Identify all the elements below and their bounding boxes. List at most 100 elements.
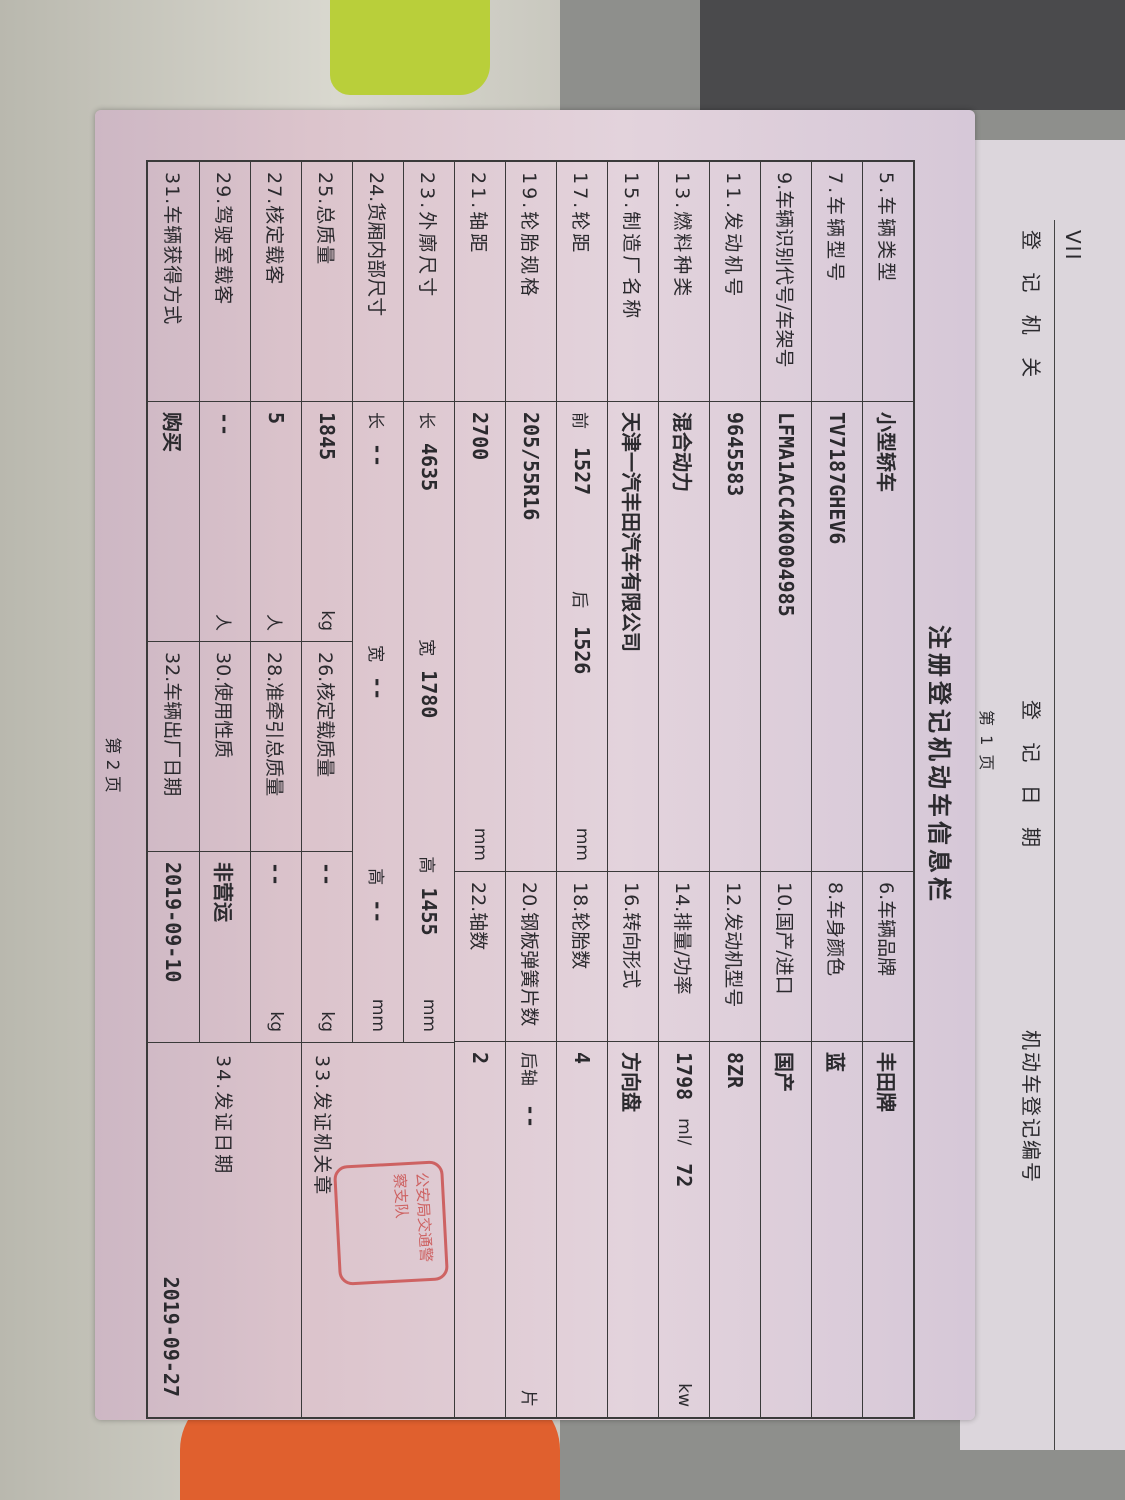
field-label: 26.核定载质量 — [302, 642, 352, 852]
height-label: 高 — [365, 868, 386, 886]
field-label: 9.车辆识别代号/车架号 — [761, 162, 811, 402]
v2: 4 — [570, 1052, 594, 1065]
unit: kg — [317, 1011, 337, 1032]
length-value: 4635 — [417, 443, 441, 492]
height-value: -- — [366, 899, 390, 924]
unit: 片 — [518, 1390, 539, 1407]
v2: 1798 — [672, 1052, 696, 1101]
field-label: 32.车辆出厂日期 — [148, 642, 199, 852]
field-label: 12.发动机型号 — [710, 872, 760, 1042]
v1: TV7187GHEV6 — [825, 412, 849, 545]
unit: 人 — [263, 614, 284, 631]
unit: kg — [317, 610, 337, 631]
field-label: 19.轮胎规格 — [506, 162, 556, 402]
field-label: 25.总质量 — [302, 162, 352, 402]
v2: 2 — [468, 1052, 492, 1065]
length-label: 长 — [365, 412, 386, 429]
table-row: 13.燃料种类 混合动力 14.排量/功率 1798 ml/72 kw — [658, 162, 709, 1417]
field-label: 13.燃料种类 — [659, 162, 709, 402]
height-label: 高 — [416, 856, 437, 874]
table-row: 5.车辆类型 小型轿车 6.车辆品牌 丰田牌 — [862, 162, 913, 1417]
width-value: -- — [366, 676, 390, 701]
table-row: 31.车辆获得方式 购买 32.车辆出厂日期 2019-09-10 — [148, 162, 199, 1042]
v2b: 72 — [672, 1163, 696, 1188]
issue-date-value: 2019-09-27 — [159, 1276, 183, 1397]
field-label: 23.外廓尺寸 — [404, 162, 454, 402]
v1: 9645583 — [723, 412, 747, 497]
unit: mm — [419, 998, 439, 1032]
v1: 1527 — [570, 447, 594, 496]
v2: 方向盘 — [619, 1052, 644, 1112]
background-object — [330, 0, 490, 95]
table-row: 15.制造厂名称 天津一汽丰田汽车有限公司 16.转向形式 方向盘 — [607, 162, 658, 1417]
p1: 前 — [569, 412, 590, 429]
field-label: 8.车身颜色 — [812, 872, 862, 1042]
v1: 205/55R16 — [519, 412, 543, 521]
table-row-cargo: 24.货厢内部尺寸 长 -- 宽 -- 高 -- mm — [352, 162, 403, 1042]
field-label: 31.车辆获得方式 — [148, 162, 199, 402]
field-label: 17.轮距 — [557, 162, 607, 402]
roman-numeral: VII — [1061, 230, 1085, 262]
date-label: 登 记 日 期 — [1019, 700, 1043, 856]
unit: kw — [674, 1383, 694, 1407]
field-label: 14.排量/功率 — [659, 872, 709, 1042]
table-row: 25.总质量 1845 kg 26.核定载质量 -- kg — [301, 162, 352, 1042]
v2: 丰田牌 — [874, 1052, 899, 1112]
field-label: 6.车辆品牌 — [863, 872, 913, 1042]
u2a: ml/ — [674, 1118, 694, 1146]
field-value: 非营运 — [211, 862, 236, 922]
vehicle-info-table: 5.车辆类型 小型轿车 6.车辆品牌 丰田牌 7.车辆型号 TV7187GHEV… — [146, 160, 915, 1419]
page-label: 第 1 页 — [977, 710, 996, 773]
table-row: 7.车辆型号 TV7187GHEV6 8.车身颜色 蓝 — [811, 162, 862, 1417]
issue-date-label: 34.发证日期 — [212, 1055, 234, 1176]
field-label: 7.车辆型号 — [812, 162, 862, 402]
issue-date-cell: 34.发证日期 2019-09-27 — [151, 1043, 301, 1417]
field-value: 2019-09-10 — [161, 862, 186, 983]
field-label: 20.钢板弹簧片数 — [506, 872, 556, 1042]
table-row: 17.轮距 前 1527 后 1526 mm 18.轮胎数 4 — [556, 162, 607, 1417]
field-label: 10.国产/进口 — [761, 872, 811, 1042]
v2: 国产 — [772, 1052, 797, 1092]
height-value: 1455 — [417, 887, 441, 936]
p2: 后 — [569, 591, 590, 609]
field-value: 5 — [264, 412, 288, 425]
unit: kg — [266, 1011, 286, 1032]
v1: LFMA1ACC4K0004985 — [774, 412, 798, 617]
table-row: 27.核定载客 5 人 28.准牵引总质量 -- kg — [250, 162, 301, 1042]
v1: 2700 — [468, 412, 492, 461]
field-label: 24.货厢内部尺寸 — [353, 162, 403, 402]
issuer-seal-label: 33.发证机关章 — [311, 1055, 333, 1197]
table-row-dimensions: 23.外廓尺寸 长 4635 宽 1780 高 1455 mm — [403, 162, 454, 1042]
previous-page-strip: VII 登 记 机 关 登 记 日 期 机动车登记编号 第 1 页 — [960, 140, 1125, 1450]
p3: 后轴 — [518, 1052, 539, 1086]
length-label: 长 — [416, 412, 437, 429]
unit: mm — [572, 827, 592, 861]
field-value: 1845 — [315, 412, 339, 461]
field-label: 28.准牵引总质量 — [251, 642, 301, 852]
field-label: 15.制造厂名称 — [608, 162, 658, 402]
field-label: 16.转向形式 — [608, 872, 658, 1042]
field-label: 29.驾驶室载客 — [200, 162, 250, 402]
field-label: 18.轮胎数 — [557, 872, 607, 1042]
table-row: 9.车辆识别代号/车架号 LFMA1ACC4K0004985 10.国产/进口 … — [760, 162, 811, 1417]
table-row: 11.发动机号 9645583 12.发动机型号 8ZR — [709, 162, 760, 1417]
field-value: -- — [264, 862, 288, 887]
unit: mm — [470, 827, 490, 861]
field-label: 11.发动机号 — [710, 162, 760, 402]
document-title: 注册登记机动车信息栏 — [925, 625, 953, 905]
field-value: 购买 — [160, 412, 184, 452]
field-label: 22.轴数 — [455, 872, 505, 1042]
field-value: -- — [213, 412, 237, 437]
v1: 天津一汽丰田汽车有限公司 — [619, 412, 644, 652]
field-label: 21.轴距 — [455, 162, 505, 402]
v1: 小型轿车 — [874, 412, 899, 492]
table-row: 19.轮胎规格 205/55R16 20.钢板弹簧片数 后轴 -- 片 — [505, 162, 556, 1417]
v2: 蓝 — [823, 1052, 848, 1072]
width-value: 1780 — [417, 670, 441, 719]
unit: 人 — [212, 614, 233, 631]
width-label: 宽 — [365, 645, 386, 663]
v2: 8ZR — [723, 1052, 747, 1089]
field-label: 27.核定载客 — [251, 162, 301, 402]
field-value: -- — [315, 862, 339, 887]
table-row: 29.驾驶室载客 -- 人 30.使用性质 非营运 — [199, 162, 250, 1042]
